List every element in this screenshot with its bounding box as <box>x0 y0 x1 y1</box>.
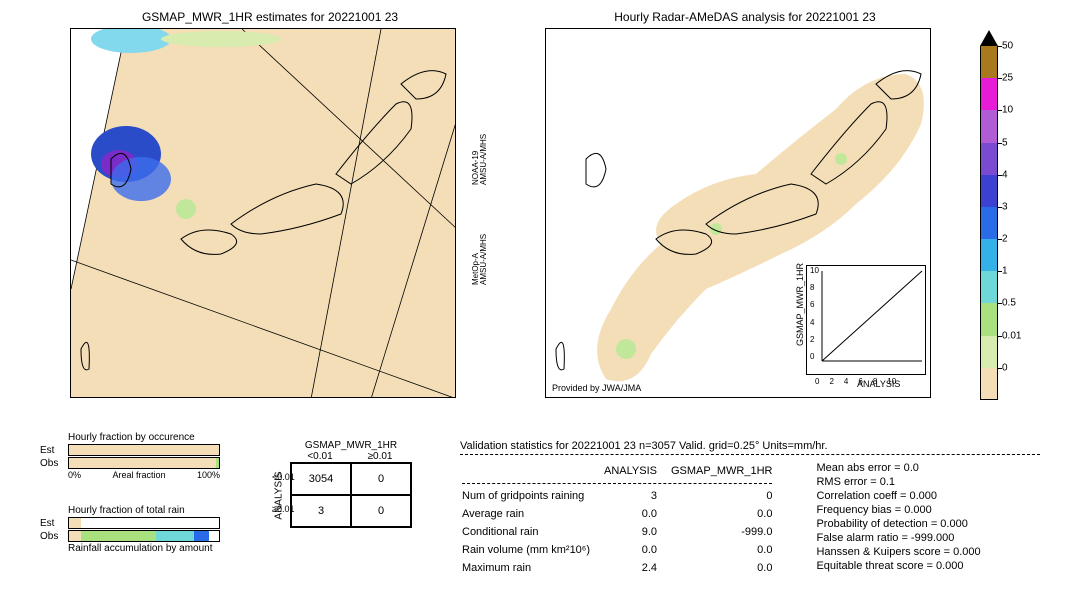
radar-title: Hourly Radar-AMeDAS analysis for 2022100… <box>545 10 945 24</box>
est-totalrain-bar <box>68 517 220 529</box>
occurrence-chart: Hourly fraction by occurence Est Obs 0% … <box>40 432 220 480</box>
gsmap-panel: GSMAP_MWR_1HR estimates for 20221001 23 <box>70 10 470 398</box>
scatter-plot: ANALYSIS GSMAP_MWR_1HR 0246810 0246810 <box>806 265 926 375</box>
sat-label-noaa: NOAA-19 AMSU-A/MHS <box>472 134 488 185</box>
contingency-table: GSMAP_MWR_1HR <0.01≥0.01 ANALYSIS <0.01 … <box>270 440 412 528</box>
est-occurrence-bar <box>68 444 220 456</box>
gsmap-svg <box>71 29 456 398</box>
gsmap-map: 45°N 40°N 35°N 30°N 25°N 125°E 130°E 135… <box>70 28 456 398</box>
stats-table: ANALYSISGSMAP_MWR_1HR Num of gridpoints … <box>460 461 786 578</box>
stats-metrics: Mean abs error = 0.0RMS error = 0.1Corre… <box>816 461 980 578</box>
radar-map: 45°N 40°N 35°N 30°N 25°N 125°E 130°E 135… <box>545 28 931 398</box>
colorbar: 502510543210.50.010 <box>980 30 998 400</box>
attribution: Provided by JWA/JMA <box>552 383 641 393</box>
obs-occurrence-bar <box>68 457 220 469</box>
validation-stats: Validation statistics for 20221001 23 n=… <box>460 440 1040 578</box>
sat-label-metop: MetOp-A AMSU-A/MHS <box>472 234 488 285</box>
radar-panel: Hourly Radar-AMeDAS analysis for 2022100… <box>545 10 945 398</box>
totalrain-chart: Hourly fraction of total rain Est Obs Ra… <box>40 505 220 554</box>
obs-totalrain-bar <box>68 530 220 542</box>
gsmap-title: GSMAP_MWR_1HR estimates for 20221001 23 <box>70 10 470 24</box>
